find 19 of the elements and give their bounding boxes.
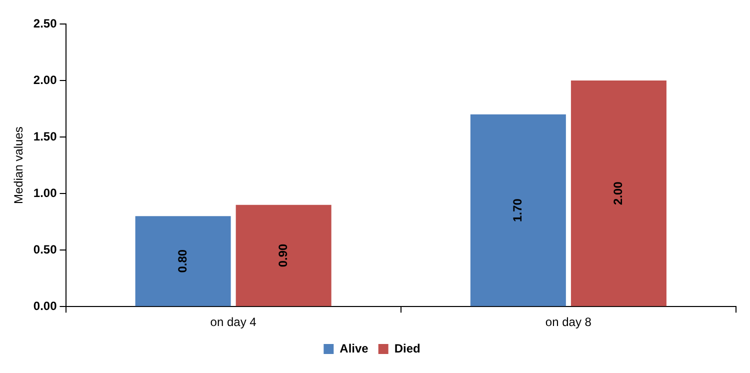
bar	[570, 80, 666, 306]
y-tick-label: 2.00	[33, 72, 58, 87]
data-label: 0.80	[175, 249, 190, 273]
bar	[236, 204, 332, 306]
x-tick-label: on day 8	[545, 315, 592, 330]
y-tick-label: 0.00	[33, 298, 58, 313]
y-axis-title: Median values	[12, 126, 26, 204]
legend-label: Died	[394, 341, 420, 356]
data-label: 0.90	[276, 243, 290, 268]
data-label: 1.70	[510, 198, 524, 222]
data-label: 2.00	[611, 181, 626, 205]
bar	[470, 114, 566, 306]
legend-label: Alive	[340, 341, 369, 356]
y-tick-label: 0.50	[33, 242, 58, 256]
x-tick-label: on day 4	[210, 315, 257, 330]
y-tick-label: 1.50	[33, 129, 58, 144]
y-tick-label: 2.50	[33, 16, 58, 30]
y-tick-label: 1.00	[33, 186, 58, 200]
bar	[135, 216, 231, 306]
